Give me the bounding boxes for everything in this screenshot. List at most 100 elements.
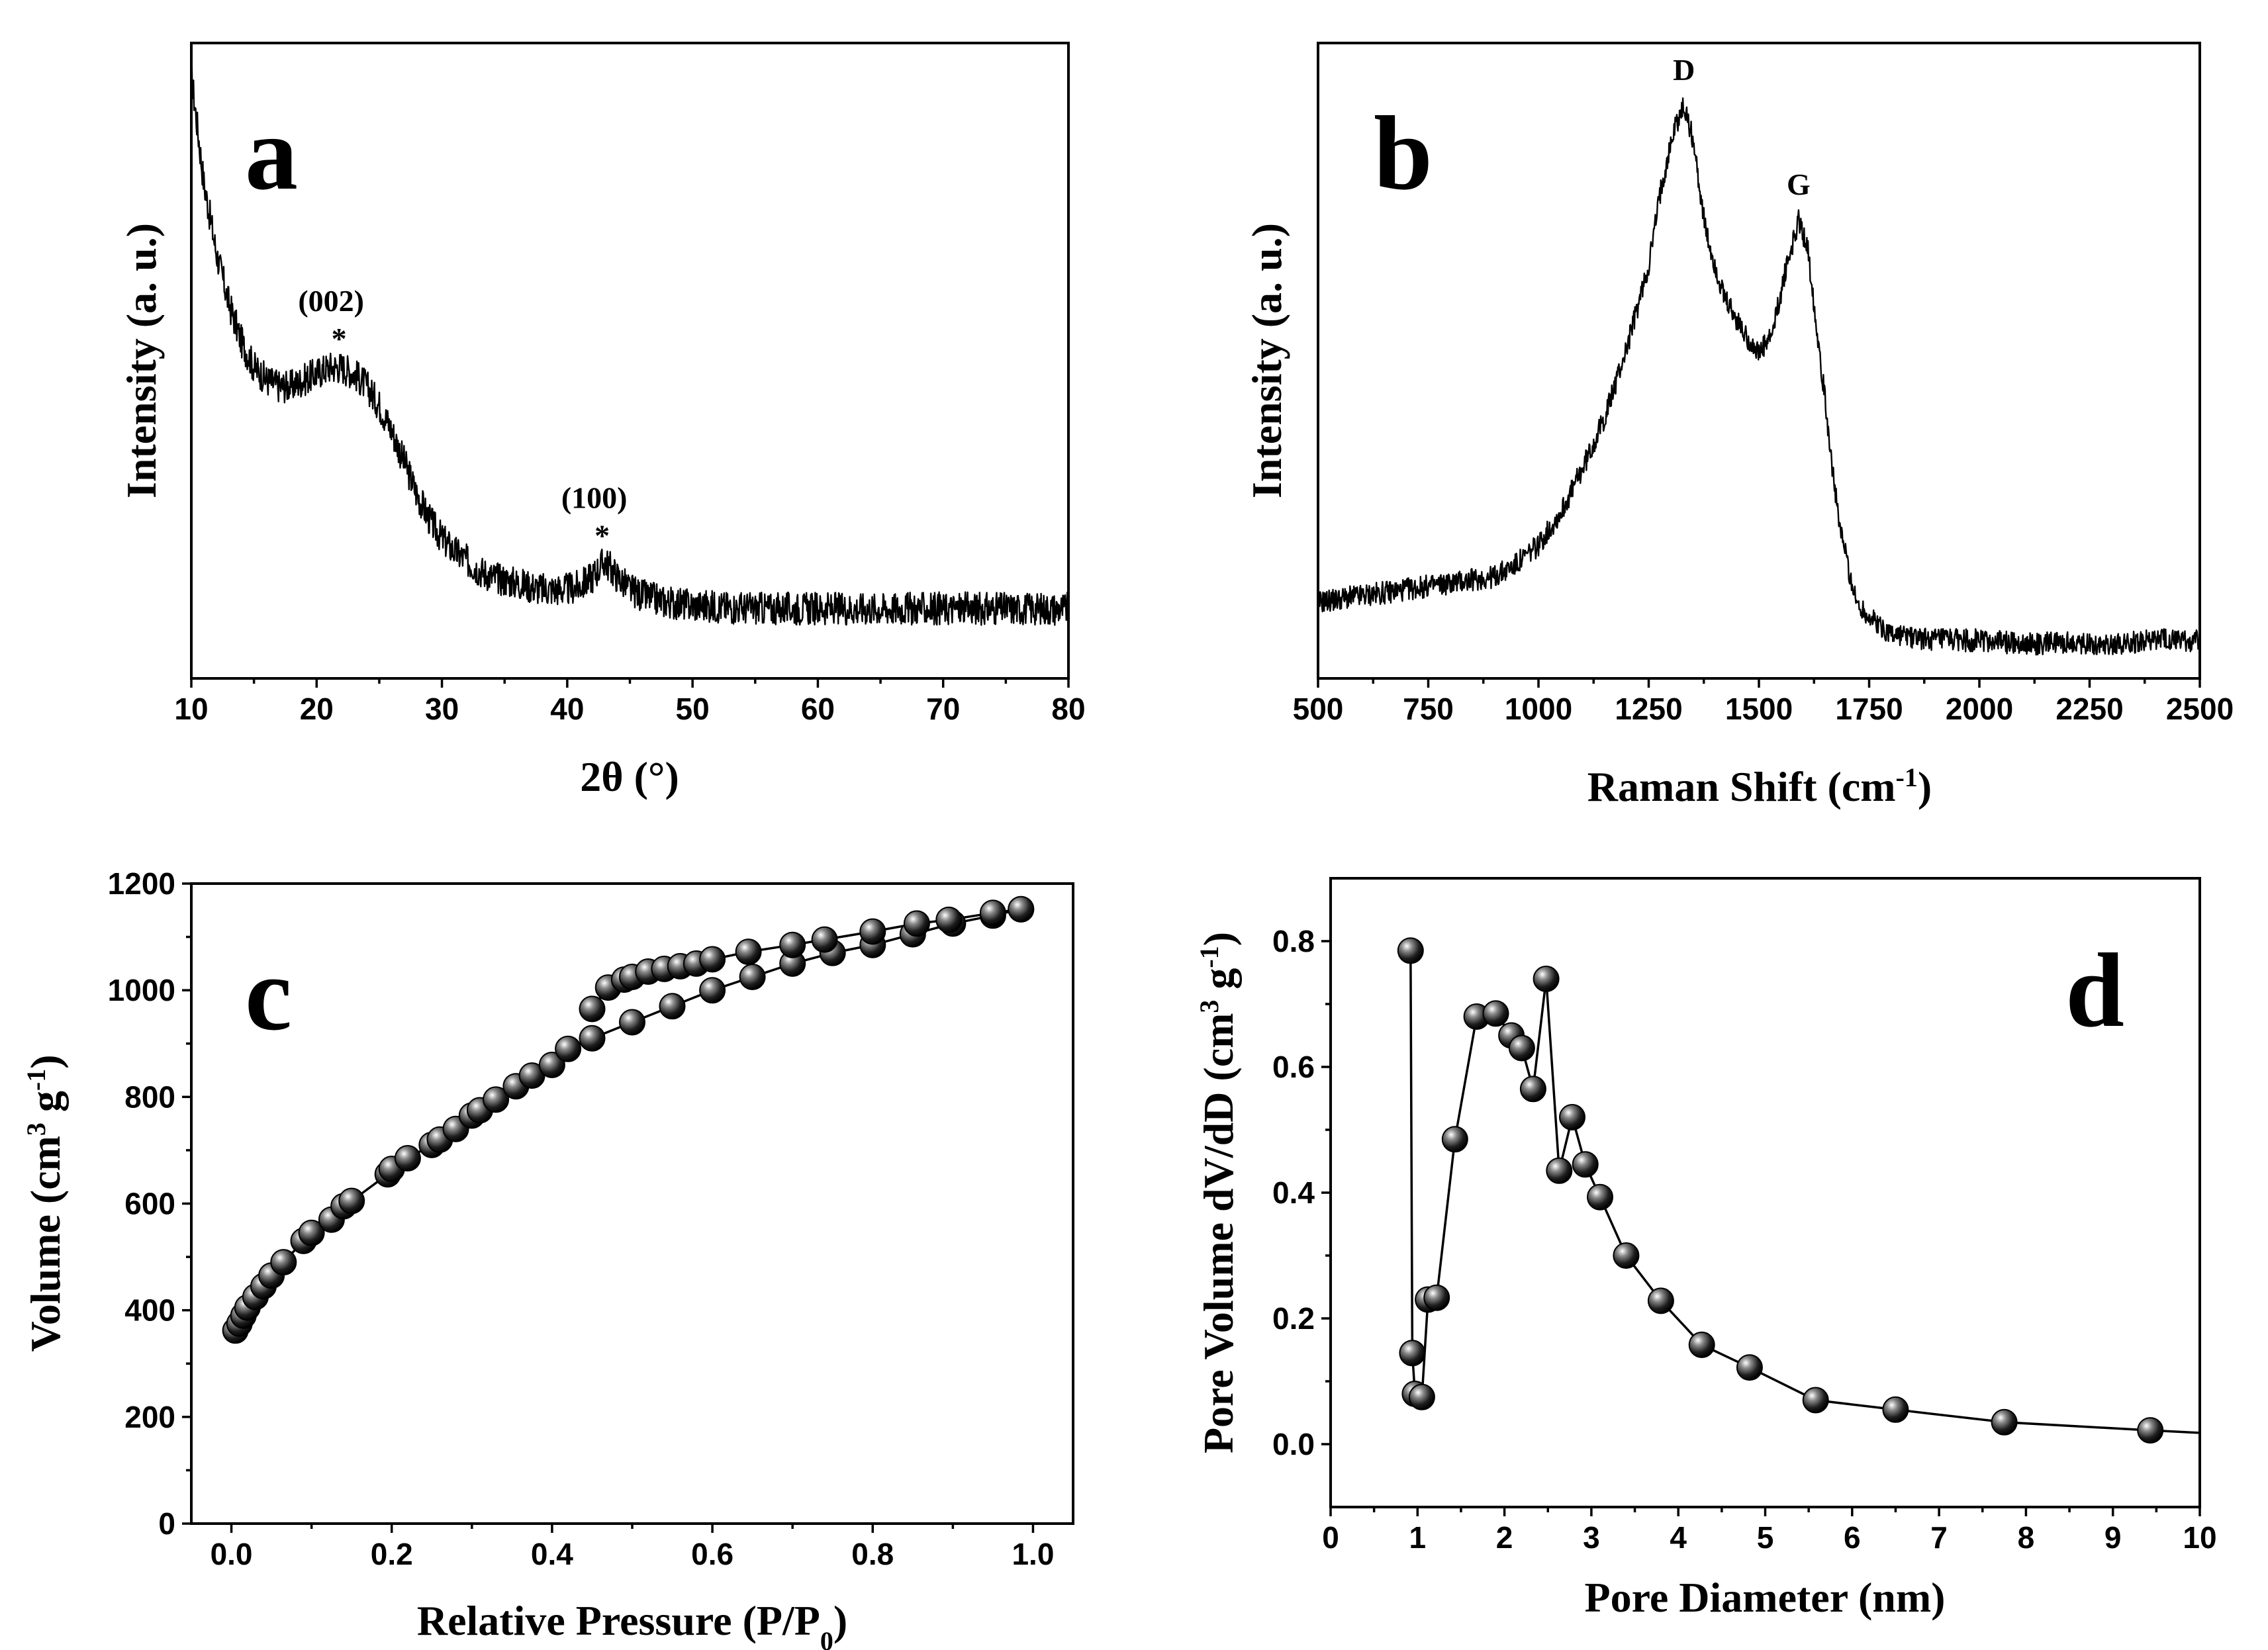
panel-a-peak-label: (002) — [298, 284, 364, 318]
panel-d-y-tick-label: 0.4 — [1272, 1175, 1315, 1210]
panel-a-xrd: a 2θ (°) Intensity (a. u.) 10 20 30 40 50 60 7… — [118, 42, 1086, 800]
panel-b-x-axis-title-end: ) — [1918, 763, 1932, 810]
panel-c-desorption-point — [579, 995, 606, 1023]
panel-a-letter: a — [245, 94, 298, 212]
panel-a-x-tick-label: 80 — [1051, 692, 1085, 726]
panel-a-peak-label: (100) — [561, 481, 628, 515]
panel-c-x-tick-label: 0.8 — [851, 1537, 894, 1571]
panel-d-x-axis-title: Pore Diameter (nm) — [1585, 1574, 1946, 1621]
panel-a-x-tick-label: 20 — [300, 692, 334, 726]
panel-c-adsorption-point — [555, 1035, 582, 1062]
panel-c-x-tick-label: 1.0 — [1012, 1537, 1054, 1571]
panel-c-x-tick-label: 0.4 — [531, 1537, 573, 1571]
panel-b-x-tick-label: 1750 — [1835, 692, 1903, 726]
panel-d-point — [1802, 1387, 1829, 1414]
panel-d-pore-distribution: d Pore Diameter (nm) Pore Volume dV/dD (… — [1194, 877, 2217, 1621]
panel-a-x-tick-label: 10 — [174, 692, 208, 726]
panel-d-point — [1399, 1340, 1426, 1367]
panel-b-x-tick-label: 2250 — [2055, 692, 2123, 726]
panel-c-desorption-point — [903, 910, 930, 937]
panel-b-x-tick-label: 2500 — [2166, 692, 2234, 726]
panel-c-desorption-point — [811, 926, 838, 953]
panel-d-point — [1572, 1151, 1599, 1178]
panel-a-x-tick-label: 40 — [550, 692, 584, 726]
panel-d-x-tick-label: 9 — [2104, 1520, 2122, 1555]
panel-d-point — [1408, 1383, 1435, 1410]
panel-c-x-tick-label: 0.6 — [691, 1537, 733, 1571]
panel-c-adsorption-point — [619, 1009, 645, 1036]
panel-b-x-tick-label: 500 — [1293, 692, 1344, 726]
panel-c-adsorption-point — [483, 1086, 510, 1113]
panel-d-y-axis-title: Pore Volume dV/dD (cm3 g-1) — [1194, 932, 1243, 1453]
panel-a-x-tick-label: 60 — [801, 692, 835, 726]
panel-c-y-axis-title-sup2: -1 — [21, 1069, 51, 1091]
panel-b-x-tick-label: 1000 — [1505, 692, 1572, 726]
panel-b-band-label: D — [1673, 53, 1695, 87]
panel-d-point — [2137, 1417, 2164, 1444]
panel-b-x-axis-title-sup: -1 — [1896, 762, 1918, 792]
panel-d-x-tick-label: 8 — [2018, 1520, 2035, 1555]
panel-c-y-axis-title-part2: g — [22, 1091, 69, 1123]
panel-a-x-tick-label: 30 — [425, 692, 459, 726]
panel-a-peak-marker: * — [594, 519, 610, 553]
panel-b-x-axis-title: Raman Shift (cm-1) — [1587, 762, 1932, 811]
panel-a-x-tick-label: 50 — [676, 692, 710, 726]
panel-c-x-tick-label: 0.2 — [371, 1537, 413, 1571]
panel-c-y-tick-label: 1000 — [108, 973, 175, 1007]
panel-c-desorption-point — [735, 939, 762, 966]
panel-d-point — [1647, 1287, 1674, 1314]
panel-c-y-tick-label: 1200 — [108, 866, 175, 901]
panel-c-desorption-point — [699, 946, 726, 973]
panel-d-y-tick-label: 0.0 — [1272, 1427, 1315, 1461]
panel-d-x-tick-label: 10 — [2183, 1520, 2216, 1555]
panel-d-point — [1688, 1331, 1715, 1358]
panel-c-x-tick-label: 0.0 — [211, 1537, 253, 1571]
panel-a-peak-marker: * — [332, 322, 347, 355]
panel-d-x-tick-label: 6 — [1844, 1520, 1861, 1555]
panel-d-letter: d — [2065, 931, 2124, 1049]
panel-d-y-axis-title-part2: g — [1195, 968, 1242, 1000]
panel-c-y-tick-label: 800 — [124, 1079, 175, 1114]
panel-d-x-tick-label: 7 — [1930, 1520, 1948, 1555]
panel-c-y-tick-label: 0 — [158, 1506, 175, 1541]
panel-c-isotherm: c Relative Pressure (P/P0) Volume (cm3 g… — [21, 866, 1074, 1650]
panel-c-adsorption-point — [699, 977, 726, 1004]
panel-c-adsorption-point — [579, 1025, 606, 1052]
panel-b-x-tick-label: 2000 — [1946, 692, 2013, 726]
panel-d-point — [1546, 1157, 1573, 1184]
panel-d-point — [1441, 1126, 1468, 1153]
panel-d-point — [1533, 966, 1560, 992]
panel-d-point — [1991, 1408, 2018, 1436]
panel-d-x-tick-label: 0 — [1322, 1520, 1339, 1555]
panel-a-y-axis-title: Intensity (a. u.) — [118, 223, 165, 498]
panel-c-desorption-point — [1008, 895, 1035, 923]
panel-d-y-axis-title-sup1: 3 — [1194, 1000, 1224, 1013]
panel-b-x-tick-label: 1250 — [1615, 692, 1682, 726]
panel-a-trace — [190, 62, 1070, 626]
panel-d-point — [1587, 1183, 1613, 1211]
panel-c-y-tick-label: 600 — [124, 1187, 175, 1221]
panel-b-y-axis-title: Intensity (a. u.) — [1243, 223, 1290, 498]
panel-c-letter: c — [245, 935, 292, 1052]
panel-b-trace — [1317, 97, 2201, 656]
panel-d-point — [1882, 1396, 1909, 1423]
panel-c-adsorption-point — [659, 993, 686, 1020]
panel-d-y-tick-label: 0.6 — [1272, 1050, 1315, 1084]
panel-a-x-axis-title: 2θ (°) — [580, 753, 679, 800]
panel-c-y-tick-label: 200 — [124, 1400, 175, 1434]
panel-c-desorption-point — [979, 899, 1006, 927]
panel-d-x-tick-label: 1 — [1409, 1520, 1427, 1555]
panel-d-x-tick-label: 3 — [1583, 1520, 1600, 1555]
panel-b-raman: b Raman Shift (cm-1) Intensity (a. u.) 5… — [1243, 42, 2234, 811]
panel-d-point — [1736, 1354, 1763, 1381]
panel-c-y-axis-title: Volume (cm3 g-1) — [21, 1054, 70, 1352]
panel-b-letter: b — [1374, 94, 1433, 212]
panel-d-point — [1559, 1104, 1585, 1130]
panel-d-point — [1613, 1242, 1640, 1269]
panel-b-band-label: G — [1787, 167, 1811, 201]
panel-d-x-tick-label: 5 — [1757, 1520, 1774, 1555]
panel-d-point — [1519, 1076, 1546, 1103]
panel-c-y-axis-title-end: ) — [22, 1054, 69, 1068]
